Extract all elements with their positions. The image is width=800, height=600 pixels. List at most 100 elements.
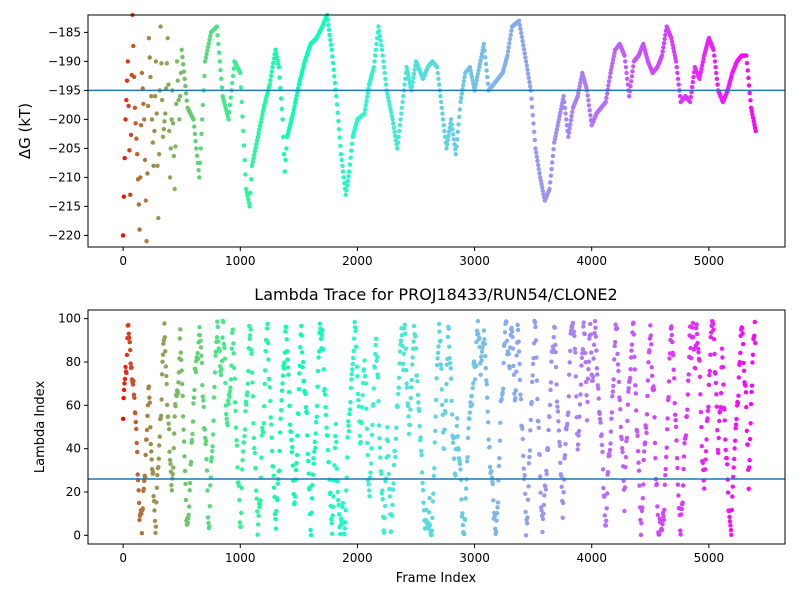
lambda-point [673,424,679,429]
dg-point [149,117,155,122]
lambda-point [308,532,314,538]
lambda-point [644,412,650,417]
dg-point [295,86,301,91]
lambda-point [346,429,352,434]
lambda-point [554,399,560,404]
lambda-point [124,352,130,358]
dg-y-tick-label: −200 [48,112,81,126]
lambda-point [473,363,479,369]
lambda-point [296,386,302,392]
dg-point [547,186,552,192]
lambda-point [655,512,660,518]
lambda-point [748,401,754,407]
lambda-point [649,342,654,347]
lambda-point [443,398,449,403]
dg-point [454,144,459,149]
lambda-point [743,383,748,388]
lambda-point [515,322,520,328]
dg-point [254,141,259,147]
lambda-point [485,395,490,400]
dg-point [449,122,454,127]
dg-point [365,90,370,96]
lambda-point [627,375,633,381]
lambda-point [483,365,488,371]
lambda-point [748,421,753,426]
lambda-point [151,494,156,499]
lambda-point [210,444,215,449]
dg-point [386,99,392,104]
lambda-point [410,355,415,360]
lambda-point [659,527,665,533]
lambda-point [597,411,602,416]
lambda-point [631,332,637,337]
lambda-point [248,327,253,332]
lambda-point [417,408,422,414]
lambda-point [139,511,144,516]
dg-point [135,152,140,157]
lambda-point [307,485,312,490]
lambda-point [612,343,617,349]
lambda-point [136,488,141,493]
dg-point [181,62,186,67]
lambda-point [134,426,139,432]
lambda-point [718,405,723,410]
dg-point [196,168,201,173]
dg-y-axis-label: ΔG (kT) [16,103,34,159]
lambda-point [329,516,334,522]
lambda-point [577,402,583,407]
dg-point [152,128,157,134]
dg-point [330,54,335,59]
lambda-point [175,391,181,396]
lambda-point [214,335,220,340]
dg-point [604,91,610,96]
dg-point [278,96,284,101]
dg-point [227,109,232,115]
lambda-point [747,465,752,470]
lambda-point [262,368,268,373]
dg-point [746,75,751,81]
dg-point [145,103,151,109]
lambda-point [750,360,755,365]
lambda-point [541,511,546,516]
lambda-point [324,425,329,430]
dg-point [744,60,750,66]
lambda-point [487,445,492,450]
lambda-point [455,416,460,421]
dg-point [345,178,350,184]
lambda-point [640,505,645,510]
lambda-point [378,455,383,460]
lambda-point [222,345,227,350]
dg-point [402,82,407,87]
dg-point [748,105,754,111]
lambda-point [581,320,586,325]
dg-point [150,140,155,145]
dg-point [328,37,333,43]
dg-point [244,190,249,195]
lambda-point [557,439,562,445]
dg-point [246,197,251,202]
lambda-point [178,350,183,355]
lambda-point [493,529,499,535]
lambda-point [121,387,127,393]
lambda-point [289,437,294,443]
lambda-point [608,429,614,434]
lambda-point [365,452,370,458]
lambda-point [252,450,257,456]
dg-point [347,169,352,174]
lambda-point [131,378,136,384]
lambda-point [629,342,635,347]
dg-point [168,146,173,151]
lambda-point [498,420,503,425]
lambda-point [127,335,132,340]
dg-point [136,202,141,207]
lambda-point [660,522,665,527]
lambda-point [724,462,730,467]
lambda-point [205,488,210,493]
dg-point [257,127,262,132]
lambda-point [249,370,255,375]
lambda-point [336,502,341,508]
lambda-point [713,380,719,386]
lambda-point [430,499,436,504]
dg-point [346,174,351,179]
dg-point [554,127,560,132]
